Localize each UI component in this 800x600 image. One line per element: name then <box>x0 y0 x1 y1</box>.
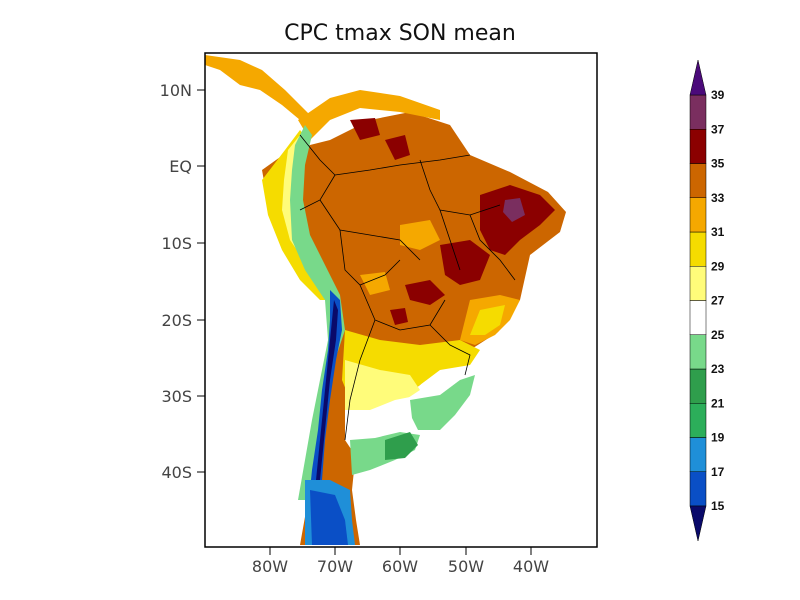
border-paraguay <box>359 284 446 331</box>
colorbar-segment <box>689 471 707 507</box>
colorbar-segment <box>689 266 707 301</box>
lon-label: 40W <box>513 557 549 576</box>
uruguay-green <box>410 375 475 430</box>
latitude-axis: 10N EQ 10S 20S 30S 40S <box>160 81 205 482</box>
lat-label: EQ <box>169 157 192 176</box>
colorbar-segment <box>689 368 707 404</box>
andes-green-band <box>290 125 345 500</box>
north-coast-region <box>298 90 440 140</box>
border-brazil-states-2 <box>439 209 461 271</box>
colorbar-under-triangle <box>689 505 707 542</box>
colorbar-segment <box>689 403 707 438</box>
lon-label: 60W <box>382 557 418 576</box>
colorbar-over-triangle <box>689 59 707 96</box>
border-chile-argentina <box>344 319 376 441</box>
map-title: CPC tmax SON mean <box>284 21 516 46</box>
colorbar-label: 27 <box>711 294 725 308</box>
interior-gold-patch-2 <box>360 272 390 295</box>
map-frame <box>204 52 598 548</box>
southern-cone-pale <box>345 360 420 420</box>
border-peru-brazil <box>319 199 421 261</box>
colorbar-label: 21 <box>711 396 725 410</box>
border-brazil-states <box>469 214 516 281</box>
se-brazil-yellow <box>470 305 505 335</box>
central-america-region <box>205 55 310 120</box>
country-borders <box>299 134 516 441</box>
lat-label: 20S <box>161 311 192 330</box>
hotspot-west <box>390 308 408 325</box>
border-argentina-brazil <box>429 324 471 376</box>
patagonia-deep-blue <box>310 490 348 545</box>
colorbar-segment <box>689 231 707 267</box>
colorbar-label: 25 <box>711 328 725 342</box>
colorbar-label: 37 <box>711 122 725 136</box>
colorbar-label: 33 <box>711 191 725 205</box>
colorbar-segment <box>689 129 707 164</box>
border-venezuela-brazil <box>334 154 471 176</box>
hotspot-bolivia <box>405 280 445 305</box>
lat-label: 40S <box>161 463 192 482</box>
colorbar-label: 29 <box>711 259 725 273</box>
lon-label: 70W <box>317 557 353 576</box>
longitude-axis: 80W 70W 60W 50W 40W <box>252 547 549 576</box>
lat-label: 10N <box>160 81 192 100</box>
lon-label: 80W <box>252 557 288 576</box>
lat-label: 30S <box>161 387 192 406</box>
colorbar-label: 17 <box>711 465 725 479</box>
colorbar-label: 23 <box>711 362 725 376</box>
colorbar-segment <box>689 300 707 335</box>
colorbar-segment <box>689 334 707 370</box>
andes-pale-yellow <box>282 135 315 265</box>
colorbar-segment <box>689 94 707 130</box>
temperature-field <box>205 55 566 545</box>
colorbar-label: 15 <box>711 499 725 513</box>
argentina-dark-green <box>385 432 418 460</box>
hotspot-northeast <box>480 185 555 255</box>
colorbar-label: 39 <box>711 88 725 102</box>
andes-navy-core <box>314 300 338 500</box>
hotspot-amazon <box>385 135 410 160</box>
interior-gold-patch <box>400 220 440 250</box>
colorbar: 15 17 19 21 23 25 27 29 31 33 35 37 39 <box>689 59 725 542</box>
colorbar-segment <box>689 437 707 472</box>
colorbar-segment <box>689 197 707 233</box>
hotspot-north <box>350 118 380 140</box>
hotspot-central <box>440 240 490 285</box>
hotspot-northeast-purple <box>503 198 525 222</box>
colorbar-label: 19 <box>711 431 725 445</box>
lat-label: 10S <box>161 234 192 253</box>
colorbar-segment <box>689 163 707 198</box>
colorbar-label: 35 <box>711 157 725 171</box>
lon-label: 50W <box>448 557 484 576</box>
colorbar-label: 31 <box>711 225 725 239</box>
